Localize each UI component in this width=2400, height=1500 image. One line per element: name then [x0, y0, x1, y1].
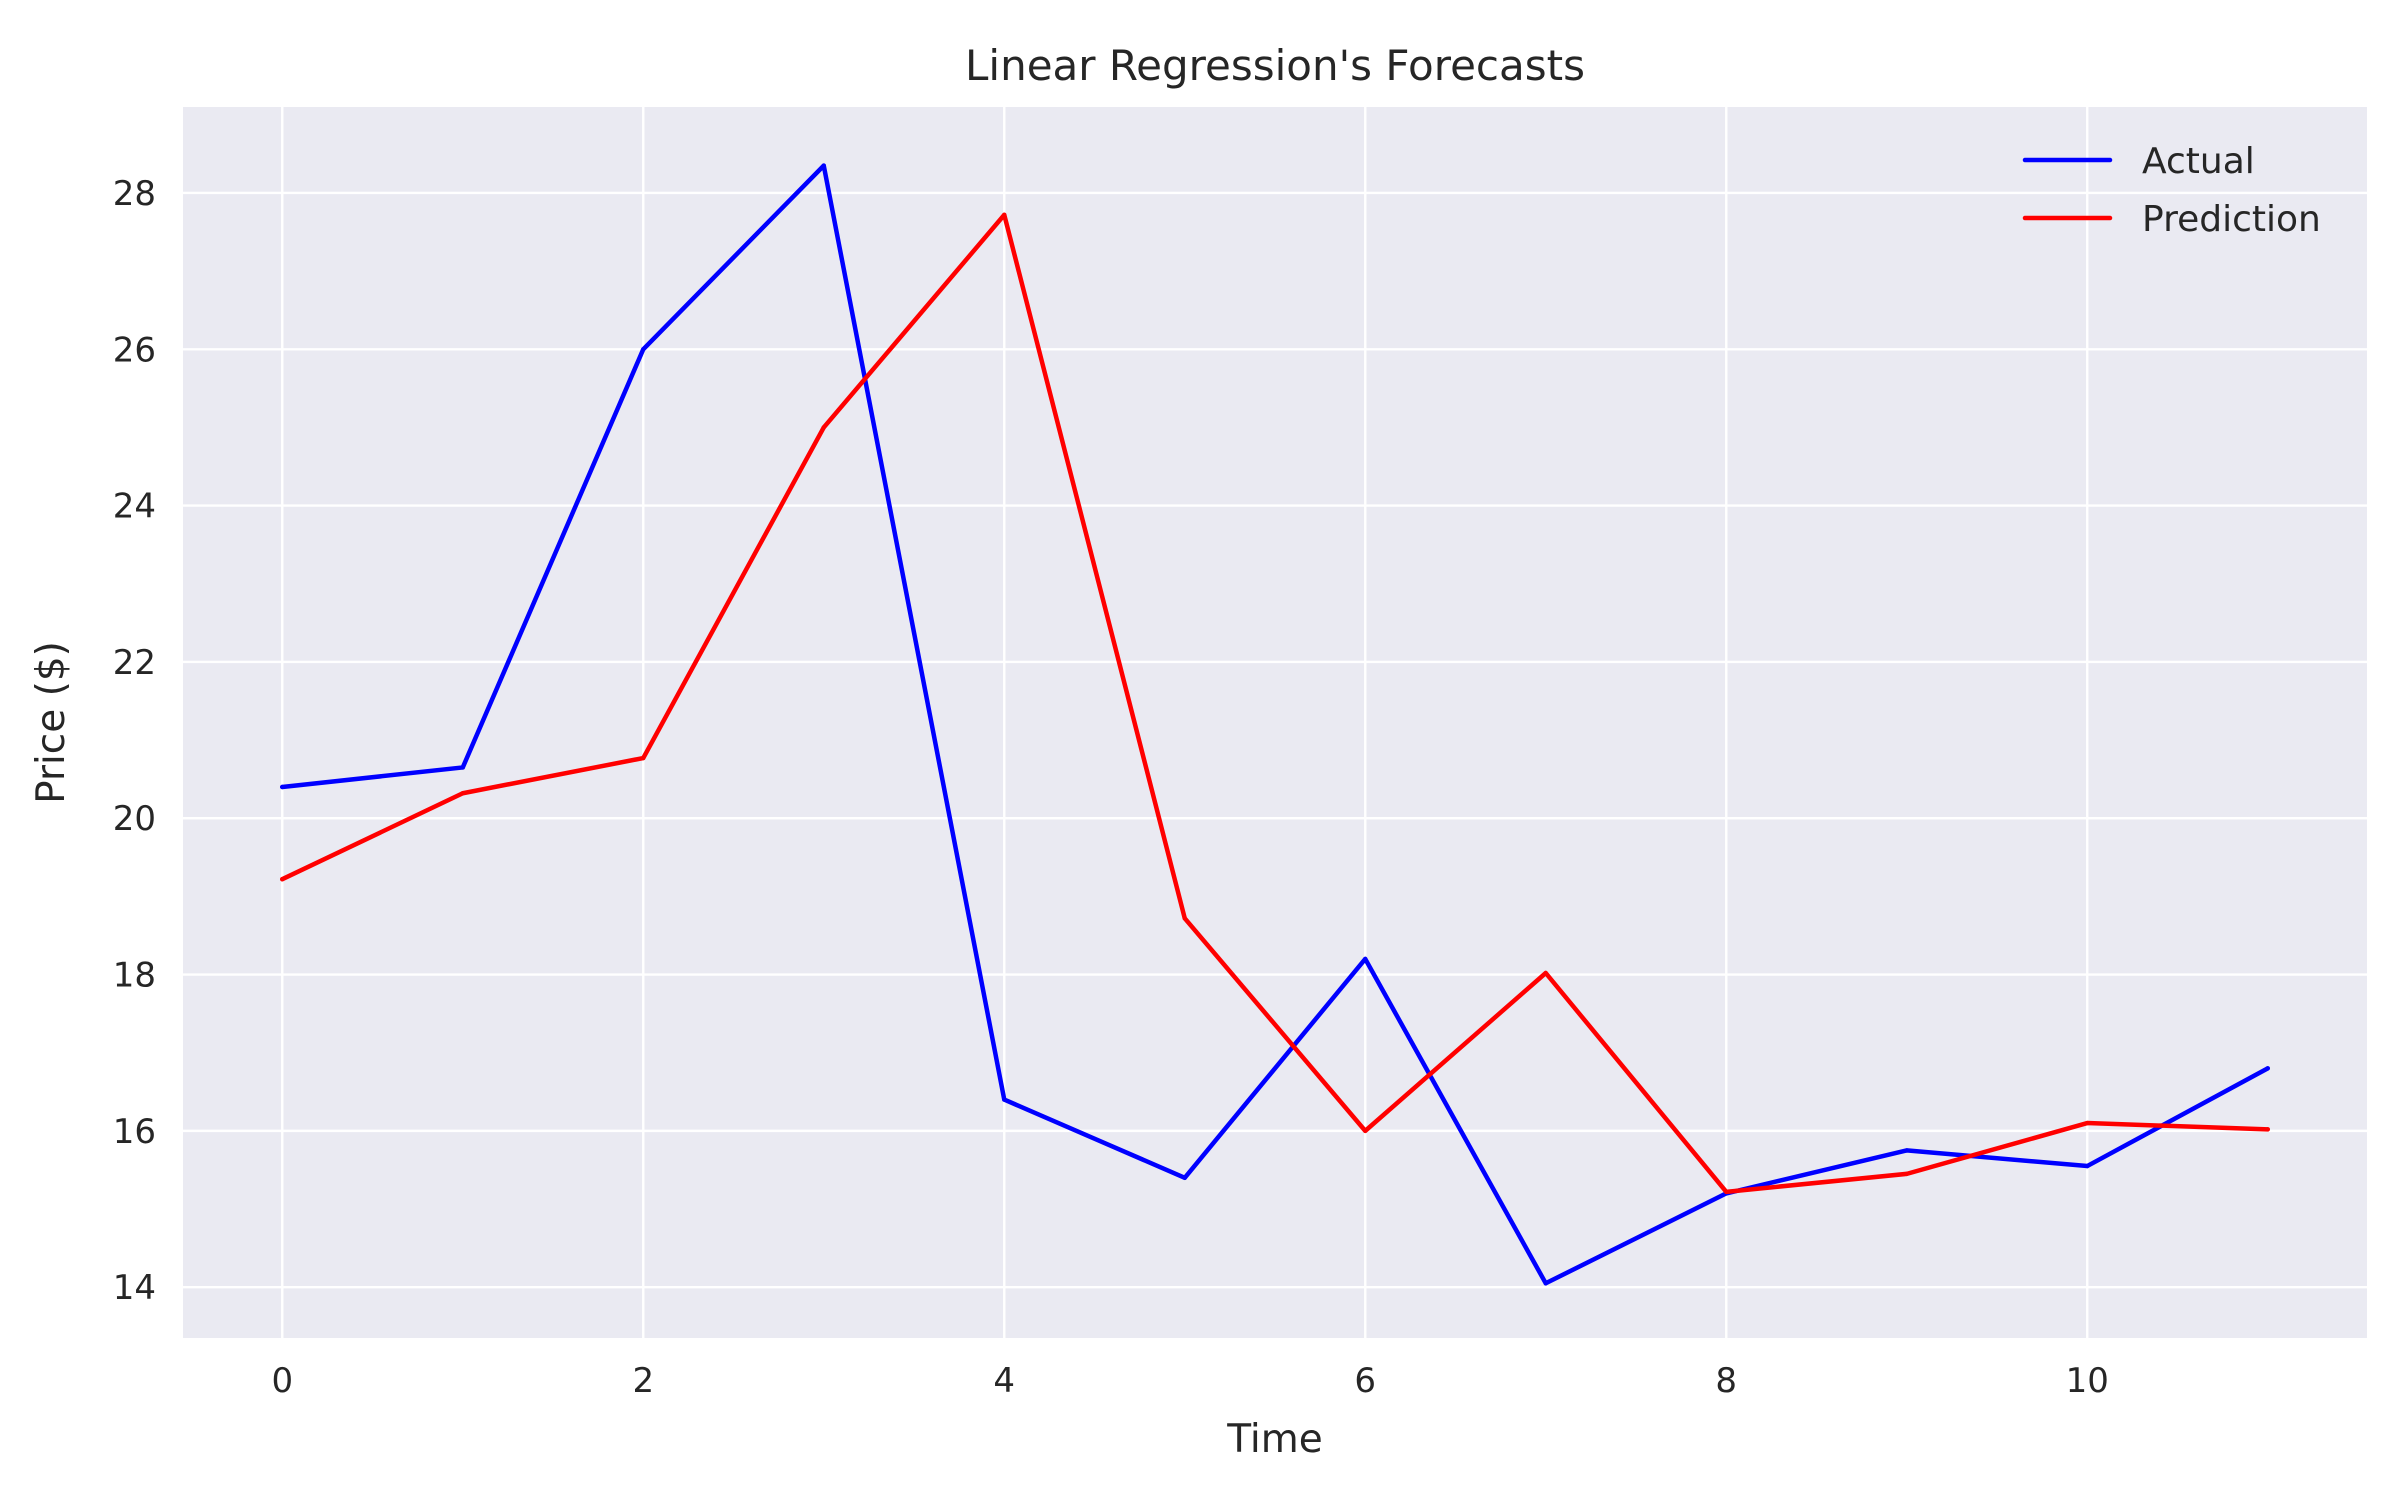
x-tick-label-6: 6	[1354, 1361, 1376, 1401]
y-tick-label-14: 14	[113, 1268, 156, 1308]
legend-label-prediction: Prediction	[2142, 199, 2321, 240]
data-point-prediction-6	[1363, 1128, 1368, 1134]
y-tick-label-16: 16	[113, 1112, 156, 1152]
data-point-actual-2	[641, 347, 646, 352]
data-point-actual-1	[460, 765, 465, 770]
series-line-actual	[280, 163, 2270, 1286]
data-point-actual-10	[2085, 1163, 2090, 1169]
data-point-prediction-5	[1182, 916, 1187, 921]
data-point-prediction-1	[460, 791, 465, 796]
y-tick-label-28: 28	[113, 174, 156, 214]
x-tick-label-10: 10	[2066, 1361, 2109, 1401]
x-tick-label-0: 0	[271, 1361, 293, 1401]
data-point-actual-7	[1543, 1281, 1548, 1286]
x-axis-label: Time	[1226, 1417, 1322, 1462]
legend: Actual Prediction	[2022, 141, 2321, 240]
series-layer	[280, 163, 2270, 1286]
data-point-prediction-9	[1904, 1171, 1909, 1177]
y-tick-label-22: 22	[113, 643, 156, 683]
data-point-prediction-8	[1724, 1189, 1729, 1195]
data-point-prediction-11	[2265, 1127, 2270, 1132]
data-point-actual-3	[821, 163, 826, 168]
data-point-actual-0	[280, 784, 285, 790]
data-point-prediction-0	[280, 877, 285, 882]
data-point-prediction-7	[1543, 970, 1548, 976]
plot-area	[183, 107, 2367, 1338]
data-point-actual-11	[2265, 1066, 2270, 1071]
data-point-prediction-3	[821, 425, 826, 430]
data-point-prediction-4	[1002, 212, 1007, 218]
y-tick-label-18: 18	[113, 956, 156, 996]
y-tick-label-24: 24	[113, 487, 156, 527]
x-tick-label-4: 4	[993, 1361, 1015, 1401]
data-point-prediction-2	[641, 755, 646, 761]
y-tick-label-26: 26	[113, 330, 156, 370]
x-tick-label-2: 2	[632, 1361, 654, 1401]
data-point-actual-6	[1363, 956, 1368, 962]
data-point-actual-5	[1182, 1175, 1187, 1180]
data-point-prediction-10	[2085, 1120, 2090, 1126]
data-point-actual-9	[1904, 1148, 1909, 1153]
data-point-actual-4	[1002, 1097, 1007, 1102]
chart-title: Linear Regression's Forecasts	[965, 41, 1585, 90]
grid-lines	[183, 107, 2367, 1338]
series-line-prediction	[280, 212, 2270, 1195]
y-tick-label-20: 20	[113, 799, 156, 839]
y-axis-label: Price ($)	[29, 641, 74, 804]
legend-label-actual: Actual	[2142, 141, 2255, 182]
x-tick-label-8: 8	[1715, 1361, 1737, 1401]
